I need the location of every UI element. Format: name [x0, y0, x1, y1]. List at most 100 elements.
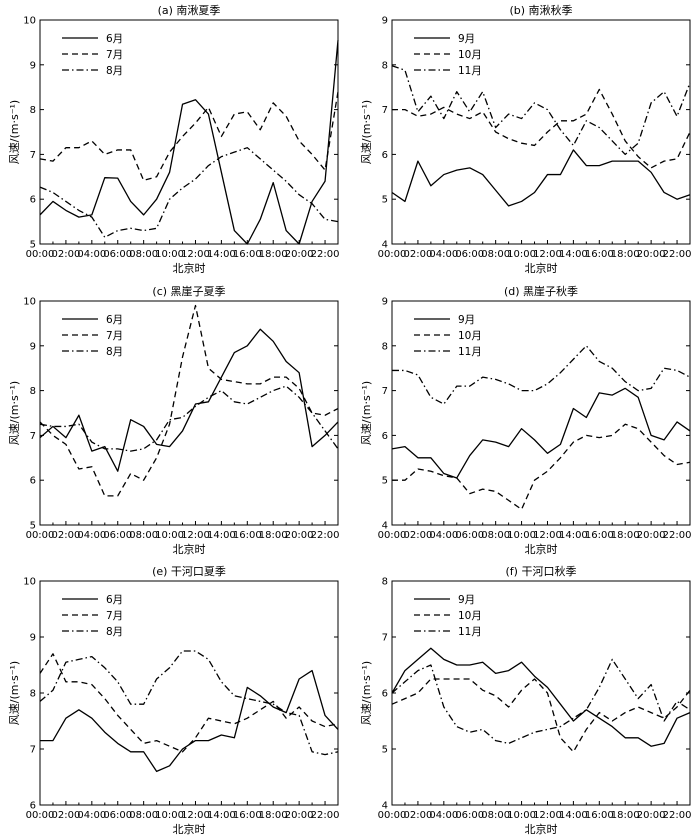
x-tick-label: 08:00	[129, 249, 158, 260]
y-axis-title: 风速/(m·s⁻¹)	[360, 381, 373, 445]
series-line-6月	[40, 669, 339, 773]
x-axis-title: 北京时	[173, 261, 206, 275]
y-tick-label: 7	[30, 150, 36, 161]
legend-label: 7月	[106, 49, 123, 61]
x-tick-label: 10:00	[155, 530, 184, 541]
y-tick-label: 8	[382, 341, 388, 352]
y-tick-label: 7	[30, 745, 36, 756]
x-tick-label: 00:00	[26, 249, 55, 260]
y-tick-label: 6	[30, 195, 36, 206]
y-tick-label: 6	[382, 689, 388, 700]
series-line-7月	[39, 91, 339, 182]
legend-label: 9月	[458, 33, 475, 45]
x-tick-label: 14:00	[559, 249, 588, 260]
series-line-11月	[392, 345, 691, 405]
chart-panel-c: (c) 黑崖子夏季 5 6 7 8 9 10 00:0002:0004:0006:0008:0…	[8, 285, 339, 556]
x-axis-title: 北京时	[173, 542, 206, 556]
y-tick-label: 9	[30, 60, 36, 71]
x-tick-label: 22:00	[311, 249, 340, 260]
x-tick-label: 14:00	[559, 530, 588, 541]
y-tick-label: 10	[23, 577, 36, 588]
y-axis-title: 风速/(m·s⁻¹)	[8, 100, 21, 164]
x-tick-label: 02:00	[403, 810, 432, 821]
x-tick-label: 12:00	[533, 810, 562, 821]
series-line-9月	[391, 387, 691, 479]
x-tick-label: 00:00	[378, 530, 407, 541]
x-tick-label: 04:00	[77, 530, 106, 541]
x-tick-label: 20:00	[285, 810, 314, 821]
y-tick-label: 8	[382, 577, 388, 588]
x-tick-label: 08:00	[481, 530, 510, 541]
x-tick-label: 02:00	[51, 249, 80, 260]
series-line-9月	[391, 647, 691, 747]
y-tick-label: 8	[30, 689, 36, 700]
x-tick-label: 18:00	[259, 530, 288, 541]
x-tick-label: 00:00	[378, 249, 407, 260]
x-tick-label: 14:00	[559, 810, 588, 821]
chart-panel-f: (f) 干河口秋季4567800:0002:0004:0006:0008:001…	[360, 564, 691, 836]
panel-title: (d) 黑崖子秋季	[504, 284, 578, 298]
y-tick-label: 5	[382, 745, 388, 756]
x-axis-title: 北京时	[525, 822, 558, 836]
series-line-8月	[39, 650, 339, 756]
x-tick-label: 10:00	[507, 530, 536, 541]
x-tick-label: 12:00	[181, 530, 210, 541]
x-tick-label: 12:00	[181, 249, 210, 260]
chart-panel-b: (b) 南湫秋季45678900:0002:0004:0006:0008:001…	[360, 3, 691, 275]
legend-label: 11月	[458, 65, 482, 77]
chart-panel-a: (a) 南湫夏季 5 6 7 8 9 10 00:0002:0004:0006:0008:00…	[8, 4, 339, 275]
y-tick-label: 4	[382, 801, 388, 812]
legend-label: 10月	[458, 330, 482, 342]
x-tick-label: 16:00	[233, 530, 262, 541]
x-tick-label: 20:00	[285, 249, 314, 260]
series-line-11月	[391, 658, 691, 745]
legend-label: 6月	[106, 594, 123, 606]
x-tick-label: 16:00	[585, 530, 614, 541]
y-tick-label: 4	[382, 521, 388, 532]
series-line-11月	[391, 65, 691, 156]
x-tick-label: 04:00	[77, 810, 106, 821]
x-tick-label: 02:00	[403, 530, 432, 541]
x-tick-label: 06:00	[455, 249, 484, 260]
legend-label: 11月	[458, 626, 482, 638]
x-tick-label: 22:00	[663, 810, 692, 821]
legend-label: 6月	[106, 33, 123, 45]
x-tick-label: 04:00	[77, 249, 106, 260]
panel-title: (a) 南湫夏季	[158, 4, 221, 17]
x-tick-label: 08:00	[481, 249, 510, 260]
x-tick-label: 02:00	[51, 810, 80, 821]
x-tick-label: 04:00	[429, 530, 458, 541]
y-tick-label: 9	[30, 341, 36, 352]
y-tick-label: 8	[30, 105, 36, 116]
x-tick-label: 12:00	[533, 530, 562, 541]
plot-frame	[39, 300, 339, 526]
panel-title: (b) 南湫秋季	[509, 3, 572, 17]
y-axis-title: 风速/(m·s⁻¹)	[360, 100, 373, 164]
y-tick-label: 7	[382, 386, 388, 397]
x-tick-label: 20:00	[285, 530, 314, 541]
x-tick-label: 00:00	[26, 530, 55, 541]
y-tick-label: 7	[30, 431, 36, 442]
x-axis-title: 北京时	[525, 542, 558, 556]
y-tick-label: 5	[30, 240, 36, 251]
legend-label: 9月	[458, 594, 475, 606]
y-tick-label: 8	[30, 386, 36, 397]
series-line-10月	[392, 423, 691, 510]
x-tick-label: 22:00	[663, 249, 692, 260]
y-tick-label: 4	[382, 240, 388, 251]
x-tick-label: 10:00	[507, 249, 536, 260]
y-axis-title: 风速/(m·s⁻¹)	[360, 661, 373, 725]
x-tick-label: 16:00	[233, 249, 262, 260]
legend-label: 8月	[106, 346, 123, 358]
series-line-10月	[391, 678, 691, 753]
y-tick-label: 5	[382, 195, 388, 206]
x-tick-label: 04:00	[429, 249, 458, 260]
plot-frame	[391, 300, 691, 526]
series-line-7月	[39, 304, 339, 497]
x-tick-label: 16:00	[585, 810, 614, 821]
y-tick-label: 6	[30, 801, 36, 812]
y-tick-label: 5	[382, 476, 388, 487]
chart-panel-d: (d) 黑崖子秋季 4 5 6 7 8 9 00:0002:0004:0006:0008:00…	[360, 284, 691, 556]
x-tick-label: 20:00	[637, 530, 666, 541]
x-tick-label: 08:00	[129, 810, 158, 821]
